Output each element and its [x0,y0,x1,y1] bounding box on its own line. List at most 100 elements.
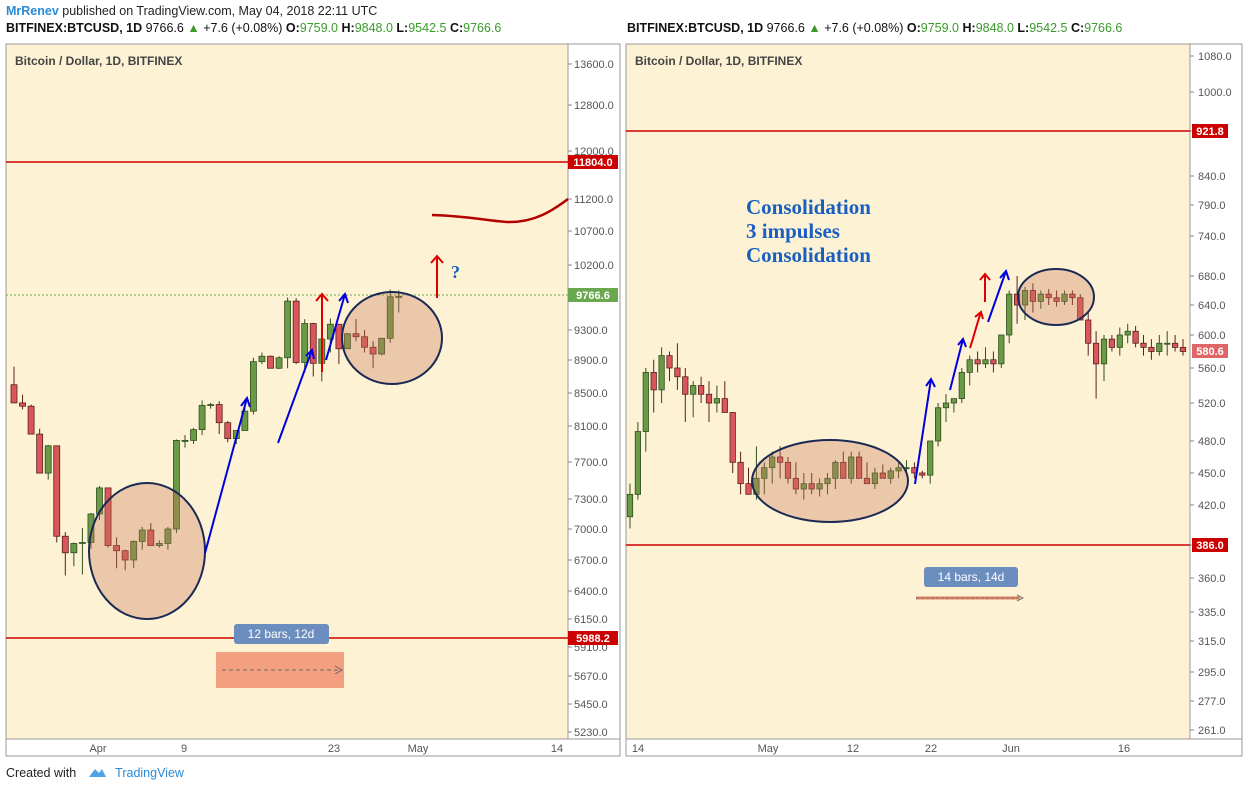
candle-body [378,337,386,355]
candle-body [1069,293,1076,299]
candle-body [650,371,657,391]
right-time-axis[interactable] [625,738,1243,757]
right-plot-area[interactable] [625,43,1191,740]
right-y-ticks: 1080.0 1000.0 921.8 840.0 790.0 740.0 680.0 640… [1190,51,1232,737]
candle-body [998,334,1005,365]
range-label-badge[interactable] [234,624,329,644]
candle-body [224,422,232,440]
date-range-arrow-icon [1016,594,1025,602]
candle [935,403,942,447]
candle [10,366,18,404]
candle [1093,331,1100,399]
candle [832,460,839,489]
consolidation-ellipse-1[interactable] [88,482,206,620]
candle [690,381,697,418]
price-label-last-text: 9766.6 [576,290,610,302]
candle-body [284,300,292,359]
candle-body [895,467,902,472]
candle-body [879,472,886,479]
high-label: H: [341,21,355,35]
candle-body [816,483,823,490]
candle [147,523,155,546]
candle [705,381,713,422]
target-arrows-left[interactable] [315,254,444,372]
consolidation-ellipse-1[interactable] [751,439,909,523]
candle [887,467,894,484]
left-plot-area[interactable] [5,43,569,740]
candle [863,462,871,485]
candle-body [761,467,768,479]
close-label: C: [1070,21,1085,35]
candle-body [301,323,309,363]
candle [942,394,950,422]
y-tick-label: 8100.0 [574,421,608,433]
candle-body [919,472,926,476]
candle-body [1037,293,1044,302]
consolidation-ellipse-2[interactable] [1017,268,1095,326]
candle [658,347,665,403]
candle-body [181,439,189,442]
author-name[interactable]: MrRenev [6,4,59,18]
candle-body [344,333,351,350]
candle [292,298,300,365]
candle [1053,290,1060,307]
candle-body [950,398,958,404]
candle [927,440,934,484]
range-label-badge[interactable] [924,567,1018,587]
candle [121,549,129,571]
candle-body [982,359,989,365]
candle [856,451,863,479]
candle-body [1077,297,1084,321]
right-price-axis[interactable] [1189,43,1243,740]
candle [650,359,657,413]
projection-curve[interactable] [431,197,569,224]
candle-body [966,359,973,373]
symbol-line-right: BITFINEX:BTCUSD, 1D 9766.6 ▲ +7.6 (+0.08… [627,21,1122,37]
candle [36,428,44,474]
y-tick-label: 420.0 [1198,500,1226,512]
candle [1140,335,1147,356]
price-change: +7.6 (+0.08%) [824,21,904,35]
candle [721,381,728,413]
candle [53,445,61,543]
candle [19,394,26,410]
right-chart-panel[interactable]: Bitcoin / Dollar, 1D, BITFINEX 1080.0 100… [625,43,1243,757]
y-tick-label: 680.0 [1198,271,1226,283]
candle-body [824,477,831,485]
high-value: 9848.0 [354,21,393,35]
impulse-arrows-left[interactable] [204,292,349,554]
candle-body [784,461,792,479]
candle [96,486,103,520]
candle-body [369,346,377,355]
target-arrows-right[interactable] [969,272,991,349]
candle [737,451,744,495]
consolidation-ellipse-2[interactable] [341,291,443,385]
price-label-resistance [568,155,618,169]
candle [682,368,689,422]
candle [1014,276,1021,324]
publish-header: MrRenev published on TradingView.com, Ma… [6,4,606,20]
x-tick-label: 12 [847,743,859,755]
candle [1077,294,1084,321]
candle [1108,335,1115,352]
y-tick-label: 600.0 [1198,330,1226,342]
x-tick-label: Jun [1002,743,1020,755]
candle-body [113,545,120,552]
left-time-axis[interactable] [5,738,621,757]
tradingview-link[interactable]: TradingView [115,766,184,780]
up-arrow-icon: ▲ [187,21,200,35]
candle-body [1093,342,1100,365]
y-tick-label: 10700.0 [574,226,614,238]
candle-body [173,439,180,530]
left-chart-panel[interactable]: Bitcoin / Dollar, 1D, BITFINEX 13600.0 12… [5,43,621,757]
impulse-arrows-right[interactable] [914,269,1010,485]
y-tick-label: 640.0 [1198,300,1226,312]
candle-body [887,470,894,479]
price-label-resistance-text: 11804.0 [573,157,612,169]
range-label-text: 12 bars, 12d [248,627,315,641]
y-tick-label: 7700.0 [574,457,608,469]
x-tick-label: Apr [89,743,106,755]
candle-body [1045,293,1052,299]
y-tick-label: 1080.0 [1198,51,1232,63]
